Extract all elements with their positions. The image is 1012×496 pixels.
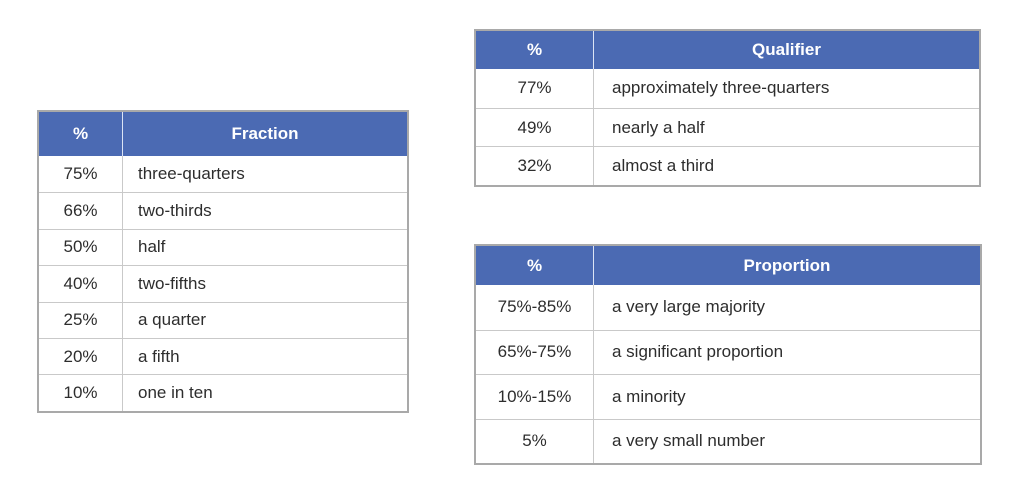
table-row: 10%-15% a minority bbox=[476, 374, 980, 419]
percent-range-cell: 10%-15% bbox=[476, 375, 594, 419]
fraction-table: % Fraction 75% three-quarters 66% two-th… bbox=[37, 110, 409, 413]
column-header-fraction: Fraction bbox=[231, 124, 299, 143]
percent-range-cell: 65%-75% bbox=[476, 330, 594, 374]
proportion-table-header-row: % Proportion bbox=[476, 246, 980, 285]
table-row: 66% two-thirds bbox=[39, 192, 407, 229]
percent-cell: 49% bbox=[476, 108, 594, 147]
qualifier-cell: approximately three-quarters bbox=[612, 78, 830, 98]
percent-range-cell: 75%-85% bbox=[476, 285, 594, 330]
proportion-cell: a very large majority bbox=[612, 297, 766, 317]
fraction-cell: a quarter bbox=[138, 310, 207, 330]
fraction-cell: half bbox=[138, 237, 166, 257]
percent-cell: 40% bbox=[39, 266, 123, 302]
fraction-cell: a fifth bbox=[138, 346, 180, 366]
column-header-percent: % bbox=[476, 31, 594, 69]
table-row: 32% almost a third bbox=[476, 146, 979, 186]
column-header-proportion: Proportion bbox=[743, 255, 831, 275]
table-row: 75% three-quarters bbox=[39, 156, 407, 193]
percent-cell: 20% bbox=[39, 338, 123, 375]
fraction-cell: two-fifths bbox=[138, 273, 207, 293]
table-row: 5% a very small number bbox=[476, 418, 980, 463]
table-row: 20% a fifth bbox=[39, 337, 407, 375]
proportion-table: % Proportion 75%-85% a very large majori… bbox=[474, 244, 982, 465]
qualifier-cell: almost a third bbox=[612, 156, 715, 176]
table-row: 50% half bbox=[39, 228, 407, 266]
table-row: 10% one in ten bbox=[39, 374, 407, 411]
proportion-cell: a very small number bbox=[612, 431, 766, 451]
qualifier-table: % Qualifier 77% approximately three-quar… bbox=[474, 29, 981, 188]
percent-cell: 66% bbox=[39, 193, 123, 229]
table-row: 65%-75% a significant proportion bbox=[476, 329, 980, 374]
table-row: 75%-85% a very large majority bbox=[476, 285, 980, 330]
percent-cell: 75% bbox=[39, 156, 123, 193]
qualifier-table-header-row: % Qualifier bbox=[476, 31, 979, 69]
qualifier-cell: nearly a half bbox=[612, 117, 705, 137]
table-row: 40% two-fifths bbox=[39, 265, 407, 302]
table-row: 49% nearly a half bbox=[476, 107, 979, 147]
fraction-cell: two-thirds bbox=[138, 201, 212, 221]
percent-cell: 32% bbox=[476, 147, 594, 186]
fraction-table-header-row: % Fraction bbox=[39, 112, 407, 156]
percent-cell: 25% bbox=[39, 302, 123, 338]
percent-cell: 10% bbox=[39, 375, 123, 411]
column-header-percent: % bbox=[476, 246, 594, 285]
percent-range-cell: 5% bbox=[476, 419, 594, 463]
proportion-cell: a minority bbox=[612, 386, 686, 406]
percent-cell: 77% bbox=[476, 69, 594, 108]
percent-cell: 50% bbox=[39, 229, 123, 266]
table-row: 25% a quarter bbox=[39, 301, 407, 338]
table-row: 77% approximately three-quarters bbox=[476, 69, 979, 108]
column-header-percent: % bbox=[39, 112, 123, 156]
fraction-cell: one in ten bbox=[138, 383, 213, 403]
column-header-qualifier: Qualifier bbox=[752, 40, 821, 59]
fraction-cell: three-quarters bbox=[138, 164, 245, 184]
proportion-cell: a significant proportion bbox=[612, 342, 784, 362]
